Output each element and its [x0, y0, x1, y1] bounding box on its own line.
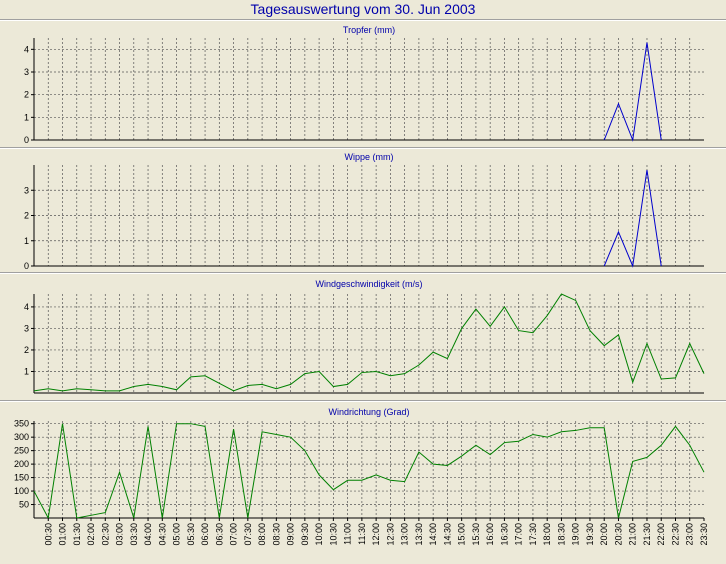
x-tick-label: 08:30 — [271, 523, 281, 546]
separator — [0, 400, 726, 402]
x-tick-label: 23:00 — [685, 523, 695, 546]
x-tick-label: 11:30 — [357, 523, 367, 545]
y-tick-label: 4 — [24, 44, 29, 54]
y-tick-label: 300 — [14, 432, 29, 442]
panel-title: Windrichtung (Grad) — [328, 407, 409, 417]
x-tick-label: 05:30 — [186, 523, 196, 546]
x-axis-labels: 00:30 01:00 01:30 02:00 02:30 03:00 03:30 04:00… — [43, 518, 709, 546]
x-tick-label: 23:30 — [699, 523, 709, 546]
x-tick-label: 08:00 — [257, 523, 267, 546]
x-tick-label: 04:30 — [157, 523, 167, 546]
y-tick-label: 350 — [14, 419, 29, 429]
x-tick-label: 00:30 — [43, 523, 53, 546]
series-line — [603, 169, 662, 268]
x-tick-label: 07:30 — [243, 523, 253, 546]
y-tick-label: 50 — [19, 500, 29, 510]
panel-1: Tropfer (mm) 0 1 2 3 4 — [24, 25, 704, 145]
plot-background — [34, 165, 704, 266]
y-tick-label: 1 — [24, 112, 29, 122]
x-tick-label: 21:30 — [642, 523, 652, 546]
x-tick-label: 06:30 — [214, 523, 224, 546]
y-tick-label: 4 — [24, 302, 29, 312]
panel-title: Windgeschwindigkeit (m/s) — [315, 279, 422, 289]
x-tick-label: 15:00 — [457, 523, 467, 546]
x-tick-label: 02:00 — [86, 523, 96, 546]
x-tick-label: 10:30 — [328, 523, 338, 546]
x-tick-label: 18:30 — [556, 523, 566, 546]
panel-4: Windrichtung (Grad) 50 100 150 200 250 300 350 — [14, 407, 705, 520]
x-tick-label: 19:00 — [571, 523, 581, 546]
y-tick-label: 0 — [24, 135, 29, 145]
y-tick-label: 3 — [24, 323, 29, 333]
x-tick-label: 01:00 — [58, 523, 68, 546]
x-tick-label: 21:00 — [628, 523, 638, 546]
x-tick-label: 19:30 — [585, 523, 595, 546]
x-tick-label: 20:30 — [613, 523, 623, 546]
x-tick-label: 02:30 — [100, 523, 110, 546]
x-tick-label: 05:00 — [172, 523, 182, 546]
panel-title: Tropfer (mm) — [343, 25, 395, 35]
separator — [0, 147, 726, 149]
x-tick-label: 09:00 — [286, 523, 296, 546]
series-line — [603, 42, 662, 142]
separator — [0, 19, 726, 21]
x-tick-label: 14:30 — [442, 523, 452, 546]
y-tick-label: 2 — [24, 90, 29, 100]
y-tick-label: 3 — [24, 185, 29, 195]
y-tick-label: 2 — [24, 345, 29, 355]
x-tick-label: 09:30 — [300, 523, 310, 546]
y-tick-label: 0 — [24, 261, 29, 271]
y-tick-label: 2 — [24, 211, 29, 221]
x-tick-label: 03:30 — [129, 523, 139, 546]
x-tick-label: 17:00 — [514, 523, 524, 546]
x-tick-label: 01:30 — [72, 523, 82, 546]
x-tick-label: 10:00 — [314, 523, 324, 546]
panel-title: Wippe (mm) — [345, 152, 394, 162]
plot-background — [34, 294, 704, 393]
x-tick-label: 12:00 — [371, 523, 381, 546]
x-tick-label: 11:00 — [343, 523, 353, 545]
x-tick-label: 17:30 — [528, 523, 538, 546]
x-tick-label: 22:00 — [656, 523, 666, 546]
x-tick-label: 18:00 — [542, 523, 552, 546]
x-tick-label: 16:00 — [485, 523, 495, 546]
x-tick-label: 07:00 — [229, 523, 239, 546]
x-tick-label: 04:00 — [143, 523, 153, 546]
plot-background — [34, 38, 704, 140]
y-tick-label: 250 — [14, 446, 29, 456]
y-tick-label: 200 — [14, 459, 29, 469]
y-tick-label: 1 — [24, 236, 29, 246]
y-tick-label: 100 — [14, 486, 29, 496]
x-tick-label: 15:30 — [471, 523, 481, 546]
x-tick-label: 14:00 — [428, 523, 438, 546]
x-tick-label: 13:00 — [400, 523, 410, 546]
x-tick-label: 13:30 — [414, 523, 424, 546]
panel-2: Wippe (mm) 0 1 2 3 — [24, 152, 704, 271]
panel-3: Windgeschwindigkeit (m/s) 1 2 3 4 — [24, 279, 705, 394]
x-tick-label: 22:30 — [670, 523, 680, 546]
series-line — [33, 293, 705, 392]
series-line — [33, 423, 705, 520]
x-tick-label: 12:30 — [385, 523, 395, 546]
y-tick-label: 1 — [24, 366, 29, 376]
x-tick-label: 16:30 — [499, 523, 509, 546]
y-tick-label: 150 — [14, 473, 29, 483]
x-tick-label: 20:00 — [599, 523, 609, 546]
x-tick-label: 03:00 — [115, 523, 125, 546]
y-tick-label: 3 — [24, 67, 29, 77]
separator — [0, 272, 726, 274]
x-tick-label: 06:00 — [200, 523, 210, 546]
main-title: Tagesauswertung vom 30. Jun 2003 — [250, 1, 476, 17]
plot-background — [34, 421, 704, 518]
